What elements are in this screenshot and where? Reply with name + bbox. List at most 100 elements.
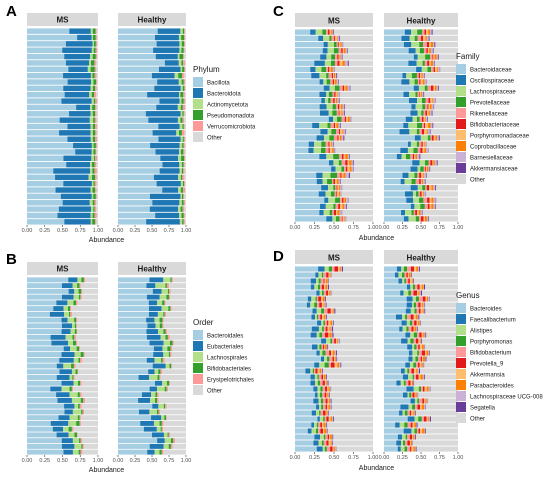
bar-segment (64, 91, 90, 98)
bar-segment (328, 290, 330, 296)
bar-segment (171, 277, 173, 283)
bar-segment (72, 311, 98, 317)
x-tick-label: 1.00 (368, 455, 379, 461)
bar-segment (311, 344, 318, 350)
legend-swatch (456, 119, 466, 129)
bar-segment (330, 326, 332, 332)
bar-segment (326, 380, 327, 386)
bar-segment (426, 185, 430, 191)
bar-segment (402, 326, 407, 332)
bar-segment (118, 311, 149, 317)
bar-segment (424, 178, 426, 185)
bar-segment (79, 415, 81, 421)
bar-segment (179, 47, 182, 53)
bar-segment (118, 375, 139, 380)
bar-segment (332, 66, 335, 73)
bar-segment (55, 187, 91, 193)
bar-segment (118, 98, 160, 104)
bar-segment (96, 206, 98, 212)
bar-segment (333, 73, 336, 79)
bar-segment (295, 356, 321, 362)
bar-segment (384, 278, 399, 284)
bar-segment (76, 432, 78, 438)
bar-segment (336, 110, 339, 116)
bar-segment (420, 320, 421, 326)
bar-segment (51, 340, 69, 346)
bar-segment (427, 48, 430, 54)
bar-segment (404, 272, 407, 278)
bar-segment (401, 338, 408, 344)
bar-segment (80, 283, 98, 289)
bar-segment (317, 368, 320, 374)
bar-segment (118, 306, 150, 312)
bar-segment (426, 129, 428, 135)
bar-segment (413, 434, 415, 440)
bar-segment (163, 311, 165, 317)
bar-segment (337, 91, 339, 98)
bar-segment (329, 350, 332, 356)
bar-segment (328, 380, 373, 386)
bar-segment (426, 350, 429, 356)
bar-segment (435, 197, 437, 203)
bar-segment (420, 290, 423, 296)
bar-segment (73, 340, 76, 346)
bar-segment (163, 352, 169, 357)
bar-segment (325, 191, 331, 197)
bar-segment (295, 35, 319, 42)
bar-segment (338, 91, 340, 98)
bar-segment (424, 60, 428, 66)
bar-segment (418, 191, 421, 197)
bar-segment (314, 368, 316, 374)
bar-segment (295, 135, 317, 141)
bar-segment (182, 219, 184, 225)
bar-segment (184, 123, 186, 130)
bar-segment (27, 403, 65, 409)
bar-segment (428, 35, 430, 42)
bar-segment (314, 374, 318, 380)
bar-segment (343, 216, 345, 222)
bar-segment (419, 160, 425, 166)
x-tick-label: 0.25 (39, 228, 50, 234)
bar-segment (419, 344, 423, 350)
bar-segment (332, 446, 334, 452)
legend-title: Phylum (193, 65, 220, 74)
bar-segment (93, 206, 95, 212)
bar-segment (338, 79, 373, 85)
bar-segment (118, 123, 159, 130)
bar-segment (425, 296, 427, 302)
bar-segment (118, 180, 157, 187)
bar-segment (410, 284, 413, 290)
bar-segment (340, 122, 342, 129)
bar-segment (90, 53, 93, 60)
bar-segment (67, 123, 91, 130)
x-tick-label: 0.50 (147, 458, 158, 464)
bar-segment (406, 272, 408, 278)
legend-label: Porphyromonas (470, 340, 512, 346)
bar-segment (409, 278, 412, 284)
bar-segment (328, 197, 336, 203)
legend-label: Other (207, 136, 222, 142)
bar-segment (184, 79, 186, 85)
bar-segment (170, 346, 173, 352)
bar-segment (316, 178, 323, 185)
legend-swatch (193, 330, 203, 340)
bar-segment (333, 416, 335, 422)
bar-segment (423, 302, 424, 308)
bar-segment (154, 449, 160, 455)
bar-segment (334, 338, 336, 344)
bar-segment (404, 29, 412, 35)
bar-segment (410, 153, 413, 160)
bar-segment (321, 66, 327, 73)
legend-swatch (193, 110, 203, 120)
bar-segment (344, 166, 346, 172)
bar-segment (419, 338, 421, 344)
bar-segment (322, 386, 326, 392)
bar-segment (407, 147, 414, 154)
bar-segment (64, 311, 69, 317)
facet-strip (27, 13, 98, 26)
bar-segment (76, 317, 78, 323)
bar-segment (405, 362, 410, 368)
bar-segment (411, 368, 415, 374)
bar-segment (64, 409, 73, 415)
bar-segment (323, 290, 327, 296)
